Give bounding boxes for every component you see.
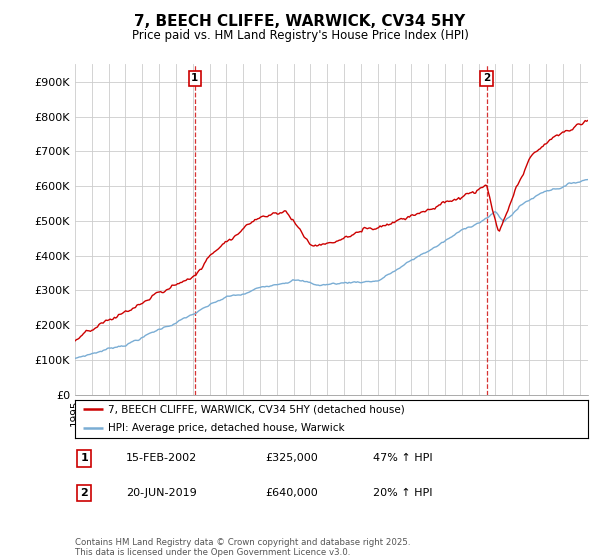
Text: 7, BEECH CLIFFE, WARWICK, CV34 5HY (detached house): 7, BEECH CLIFFE, WARWICK, CV34 5HY (deta… bbox=[109, 404, 405, 414]
Text: 20% ↑ HPI: 20% ↑ HPI bbox=[373, 488, 432, 498]
Text: Contains HM Land Registry data © Crown copyright and database right 2025.
This d: Contains HM Land Registry data © Crown c… bbox=[75, 538, 410, 557]
Text: 15-FEB-2002: 15-FEB-2002 bbox=[127, 454, 197, 464]
Text: HPI: Average price, detached house, Warwick: HPI: Average price, detached house, Warw… bbox=[109, 423, 345, 433]
Text: £640,000: £640,000 bbox=[265, 488, 317, 498]
Text: 2: 2 bbox=[80, 488, 88, 498]
Text: 1: 1 bbox=[80, 454, 88, 464]
Text: 20-JUN-2019: 20-JUN-2019 bbox=[127, 488, 197, 498]
Text: 7, BEECH CLIFFE, WARWICK, CV34 5HY: 7, BEECH CLIFFE, WARWICK, CV34 5HY bbox=[134, 14, 466, 29]
Text: 1: 1 bbox=[191, 73, 199, 83]
Text: 47% ↑ HPI: 47% ↑ HPI bbox=[373, 454, 432, 464]
Text: 2: 2 bbox=[483, 73, 490, 83]
Text: Price paid vs. HM Land Registry's House Price Index (HPI): Price paid vs. HM Land Registry's House … bbox=[131, 29, 469, 42]
Text: £325,000: £325,000 bbox=[265, 454, 317, 464]
